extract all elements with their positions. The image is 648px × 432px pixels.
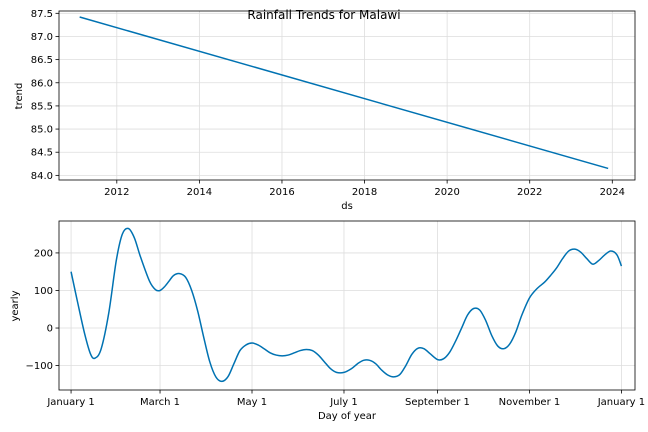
trend-x-tick-label: 2024 [600,187,625,198]
trend-series [79,16,609,170]
trend-x-tick-label: 2020 [434,187,459,198]
trend-gridlines [59,11,635,180]
yearly-y-tick-label: 100 [34,286,53,297]
yearly-y-axis-label: yearly [10,290,21,321]
yearly-y-tick-label: −100 [26,361,53,372]
trend-x-tick-label: 2018 [352,187,377,198]
trend-y-axis-label: trend [14,83,25,110]
trend-y-tick-label: 85.0 [31,125,53,136]
trend-y-tick-label: 87.5 [31,9,53,20]
trend-x-axis-label: ds [341,201,353,212]
yearly-x-tick-label: May 1 [237,397,267,408]
trend-series-line [79,16,609,170]
trend-x-tick-label: 2012 [104,187,129,198]
trend-y-tick-label: 84.5 [31,148,53,159]
yearly-gridlines [59,221,635,390]
chart-title: Rainfall Trends for Malawi [247,8,400,22]
yearly-y-tick-label: 0 [47,324,53,335]
yearly-y-tick-label: 200 [34,248,53,259]
yearly-x-tick-label: July 1 [329,397,358,408]
yearly-panel: January 1 March 1 May 1 July 1 September 1 No… [10,220,646,422]
trend-x-tick-label: 2022 [517,187,542,198]
yearly-series-line [70,227,623,383]
yearly-x-tick-label: September 1 [405,397,470,408]
yearly-x-tick-label: January 1 [46,397,94,408]
trend-plot-frame [58,10,636,181]
trend-y-tick-label: 85.5 [31,101,53,112]
trend-y-tick-label: 86.5 [31,55,53,66]
yearly-plot-frame [58,220,636,391]
yearly-series [70,227,623,383]
yearly-ticks: January 1 March 1 May 1 July 1 September 1 No… [26,248,646,408]
yearly-x-tick-label: January 1 [597,397,645,408]
trend-y-tick-label: 86.0 [31,78,53,89]
trend-y-tick-label: 87.0 [31,32,53,43]
trend-x-tick-label: 2014 [187,187,212,198]
trend-panel: 2012 2014 2016 2018 2020 2022 2024 84.0 84.5 85.0… [14,9,636,212]
trend-x-tick-label: 2016 [269,187,294,198]
yearly-x-axis-label: Day of year [318,411,377,422]
yearly-x-tick-label: November 1 [499,397,561,408]
trend-ticks: 2012 2014 2016 2018 2020 2022 2024 84.0 84.5 85.0… [31,9,625,198]
trend-y-tick-label: 84.0 [31,171,53,182]
yearly-x-tick-label: March 1 [140,397,180,408]
